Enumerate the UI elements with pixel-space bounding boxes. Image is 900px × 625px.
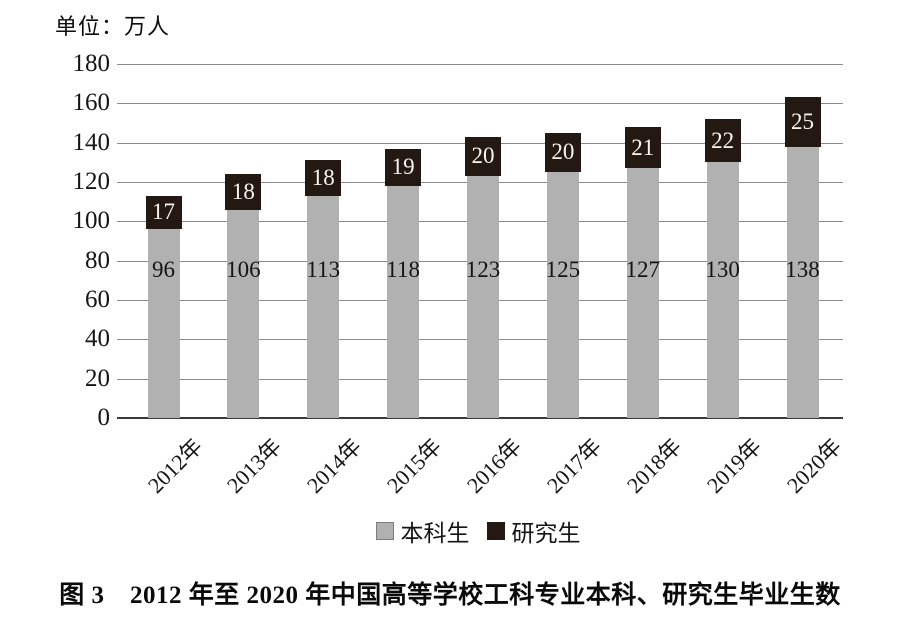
legend: 本科生 研究生 <box>0 514 900 548</box>
gridline-160 <box>117 103 843 105</box>
bar-undergrad-2016年 <box>467 176 499 418</box>
bar-label-grad-2020年: 25 <box>791 109 814 134</box>
legend-item-grad: 研究生 <box>486 514 581 548</box>
bar-label-undergrad-2016年: 123 <box>465 257 501 282</box>
bar-grad-2014年 <box>305 160 342 196</box>
figure-caption: 图 3 2012 年至 2020 年中国高等学校工科专业本科、研究生毕业生数 <box>59 582 841 609</box>
bar-label-grad-2014年: 18 <box>311 165 335 191</box>
gridline-180 <box>117 64 843 65</box>
bar-undergrad-2012年 <box>147 229 180 418</box>
legend-label-grad: 研究生 <box>511 521 581 546</box>
unit-label: 单位：万人 <box>55 14 171 39</box>
bar-label-grad-2015年: 19 <box>391 154 415 180</box>
grad-swatch-icon <box>486 522 505 540</box>
y-tick-label-60: 60 <box>85 286 110 313</box>
bar-label-undergrad-2015年: 118 <box>386 257 420 282</box>
y-tick-label-0: 0 <box>97 404 111 431</box>
bar-grad-2018年 <box>624 126 661 169</box>
legend-label-undergrad: 本科生 <box>400 521 470 546</box>
bar-grad-2019年 <box>704 119 741 163</box>
y-tick-label-80: 80 <box>85 246 110 274</box>
bar-undergrad-2015年 <box>387 185 420 418</box>
bar-label-grad-2016年: 20 <box>471 143 495 169</box>
bar-grad-2013年 <box>225 174 262 210</box>
undergrad-swatch-icon <box>375 522 394 540</box>
y-axis: 0 20 40 60 80 100 120 140 160 180 <box>0 50 111 431</box>
plot-area: 96 17 106 18 113 18 118 19 123 20 125 20 127 21 130 22 1… <box>117 64 843 419</box>
y-tick-label-120: 120 <box>72 168 111 195</box>
bar-label-undergrad-2014年: 113 <box>306 257 341 282</box>
bar-undergrad-2018年 <box>626 168 659 418</box>
bar-label-undergrad-2017年: 125 <box>545 257 581 282</box>
bar-undergrad-2014年 <box>307 195 340 418</box>
x-axis-baseline <box>117 417 843 419</box>
y-tick-label-140: 140 <box>72 128 111 156</box>
bar-label-undergrad-2019年: 130 <box>705 257 740 282</box>
bar-label-grad-2013年: 18 <box>231 178 255 204</box>
bar-label-grad-2018年: 21 <box>631 134 655 160</box>
bar-undergrad-2020年 <box>786 146 819 418</box>
legend-item-undergrad: 本科生 <box>375 514 470 548</box>
bar-grad-2012年 <box>145 195 182 230</box>
bar-undergrad-2019年 <box>706 162 739 418</box>
bar-label-grad-2019年: 22 <box>711 127 735 153</box>
bar-grad-2020年 <box>784 97 821 147</box>
bar-grad-2016年 <box>465 136 501 177</box>
y-tick-label-100: 100 <box>72 207 111 235</box>
y-tick-label-180: 180 <box>72 50 111 77</box>
y-tick-label-40: 40 <box>85 325 110 353</box>
bar-label-undergrad-2013年: 106 <box>226 257 261 282</box>
x-axis: 2012年 2013年 2014年 2015年 2016年 2017年 2018年 2019年… <box>126 418 845 523</box>
bar-undergrad-2017年 <box>546 172 579 418</box>
bar-grad-2017年 <box>544 132 581 173</box>
bar-undergrad-2013年 <box>227 209 260 418</box>
bar-label-undergrad-2020年: 138 <box>785 257 820 282</box>
bar-label-grad-2017年: 20 <box>551 139 575 165</box>
bar-label-grad-2012年: 17 <box>152 199 175 225</box>
bar-label-undergrad-2018年: 127 <box>625 257 661 282</box>
bar-label-undergrad-2012年: 96 <box>152 257 175 282</box>
y-tick-label-160: 160 <box>72 89 111 117</box>
bar-grad-2015年 <box>385 148 422 186</box>
y-tick-label-20: 20 <box>85 364 110 392</box>
